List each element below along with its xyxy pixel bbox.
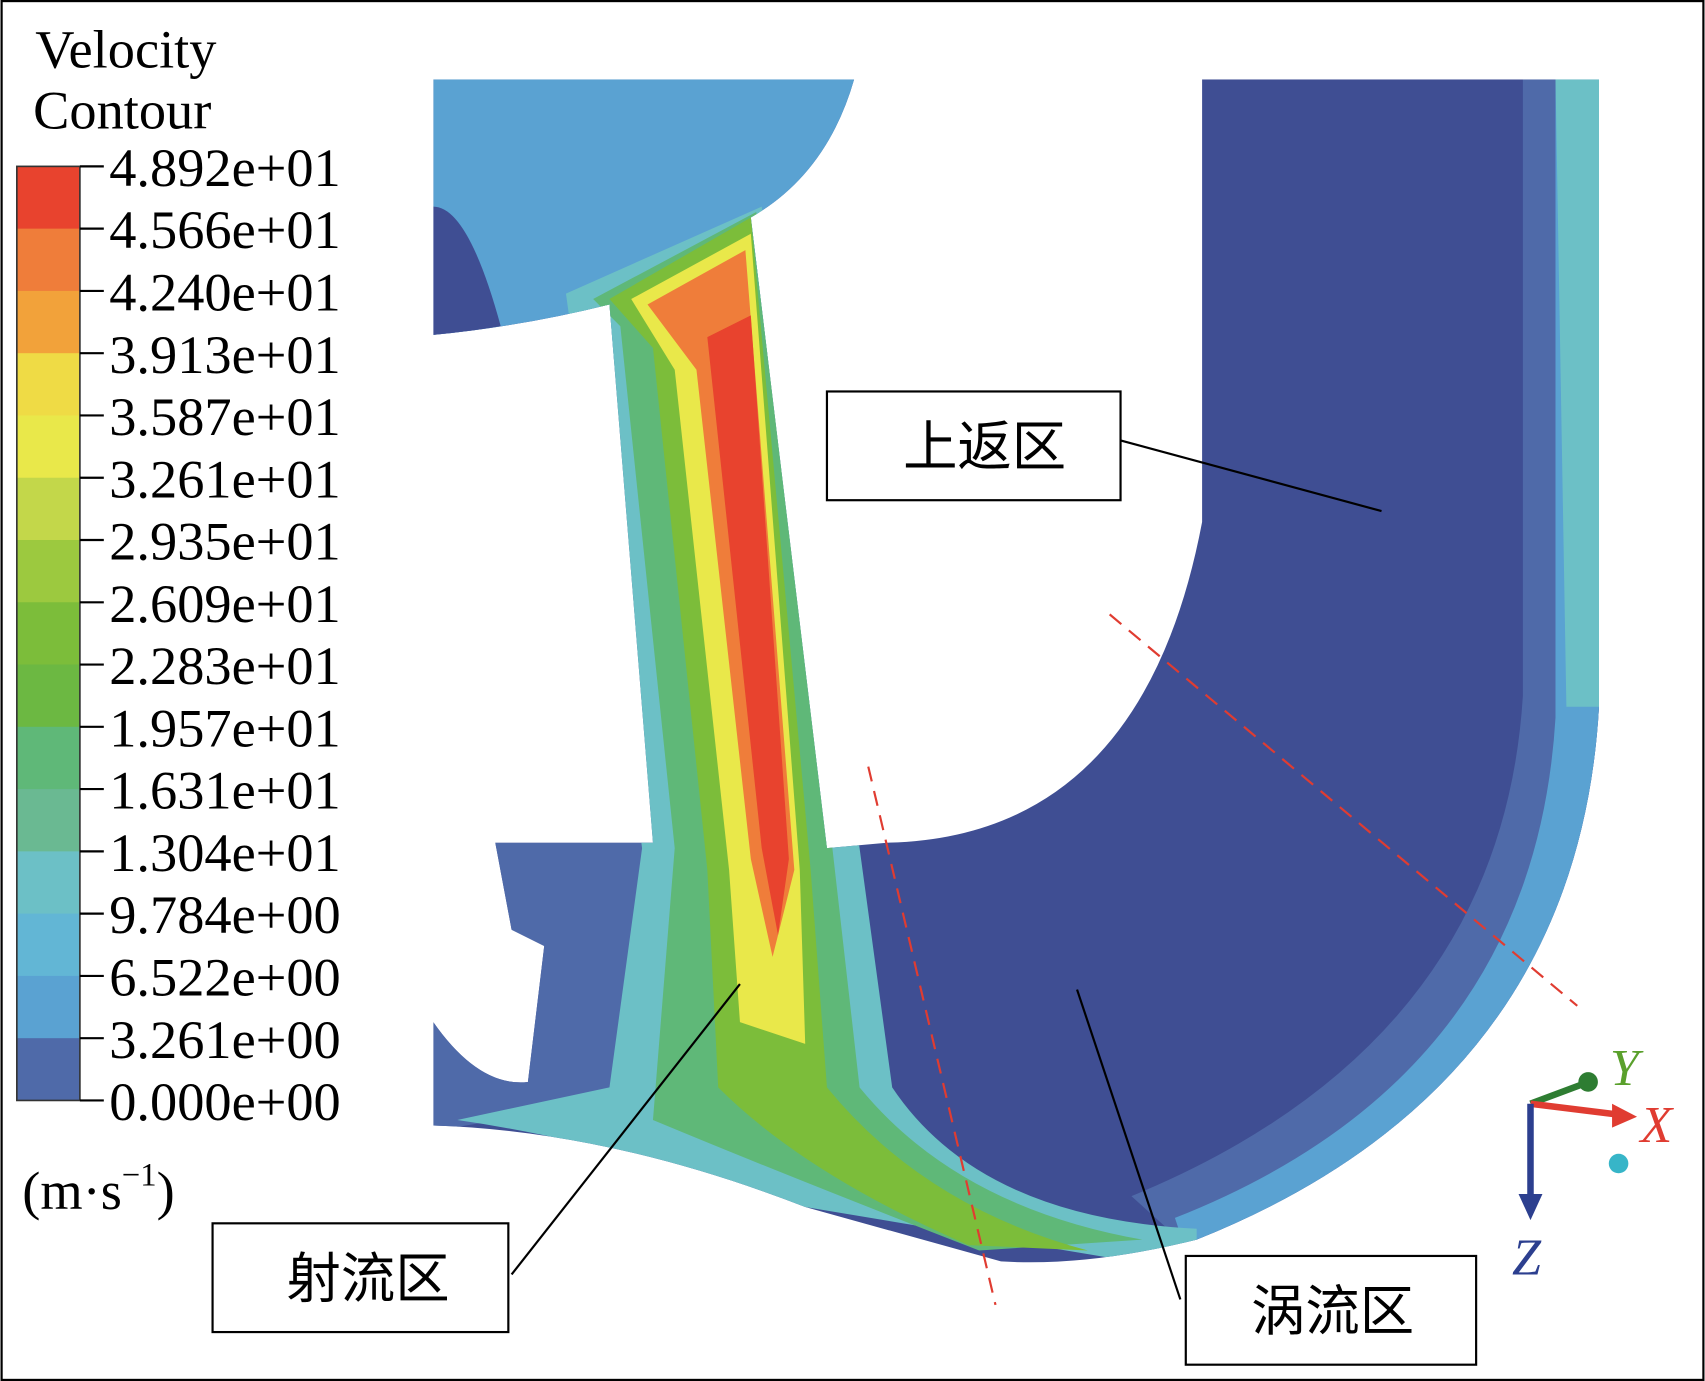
colorbar-band bbox=[16, 975, 80, 1039]
unit-text: ) bbox=[157, 1161, 175, 1221]
colorbar-band bbox=[16, 913, 80, 977]
colorbar-band bbox=[16, 415, 80, 479]
legend-title: Contour bbox=[33, 80, 211, 140]
region-label: 射流区 bbox=[287, 1247, 450, 1310]
unit: (m·s−1) bbox=[22, 1157, 174, 1221]
legend-title: Velocity bbox=[35, 19, 216, 79]
colorbar: 4.892e+014.566e+014.240e+013.913e+013.58… bbox=[16, 138, 341, 1132]
label-box bbox=[1184, 1254, 1478, 1366]
colorbar-band bbox=[16, 477, 80, 541]
colorbar-band bbox=[16, 789, 80, 852]
axis-label: X bbox=[1638, 1096, 1674, 1154]
tick-label: 9.784e+00 bbox=[109, 885, 340, 945]
tick-label: 2.609e+01 bbox=[109, 574, 340, 634]
axis-triad: Y X Z bbox=[1512, 1039, 1674, 1286]
colorbar-band bbox=[16, 290, 80, 354]
region-label: 涡流区 bbox=[1251, 1280, 1414, 1343]
colorbar-band bbox=[16, 1038, 80, 1101]
colorbar-band bbox=[16, 851, 80, 915]
colorbar-band bbox=[16, 726, 80, 790]
tick-label: 2.283e+01 bbox=[109, 636, 340, 696]
axis-label: Z bbox=[1512, 1228, 1542, 1286]
callouts bbox=[510, 439, 1382, 1300]
colorbar-band bbox=[16, 353, 80, 417]
axis-label: Y bbox=[1610, 1039, 1644, 1097]
colorbar-band bbox=[16, 228, 80, 292]
tick-label: 3.587e+01 bbox=[109, 387, 340, 447]
tick-label: 6.522e+00 bbox=[109, 947, 340, 1007]
tick-label: 4.892e+01 bbox=[109, 138, 340, 198]
colorbar-band bbox=[16, 602, 80, 666]
colorbar-band bbox=[16, 664, 80, 728]
label-box bbox=[825, 390, 1122, 502]
tick-label: 4.566e+01 bbox=[109, 200, 340, 260]
label-box bbox=[211, 1222, 510, 1334]
colorbar-band bbox=[16, 166, 80, 230]
tick-label: 1.304e+01 bbox=[109, 823, 340, 883]
tick-label: 2.935e+01 bbox=[109, 512, 340, 572]
tick-label: 1.957e+01 bbox=[109, 698, 340, 758]
tick-label: 0.000e+00 bbox=[109, 1072, 340, 1132]
section-lines bbox=[867, 613, 1578, 1306]
tick-label: 3.261e+01 bbox=[109, 449, 340, 509]
tick-label: 1.631e+01 bbox=[109, 761, 340, 821]
unit-exp: −1 bbox=[122, 1157, 157, 1193]
colorbar-band bbox=[16, 540, 80, 603]
tick-label: 3.261e+00 bbox=[109, 1010, 340, 1070]
region-label: 上返区 bbox=[903, 415, 1066, 478]
colorbar-frame bbox=[16, 165, 81, 1102]
unit-text: (m·s bbox=[22, 1161, 122, 1221]
tick-label: 4.240e+01 bbox=[109, 262, 340, 322]
tick-label: 3.913e+01 bbox=[109, 325, 340, 385]
